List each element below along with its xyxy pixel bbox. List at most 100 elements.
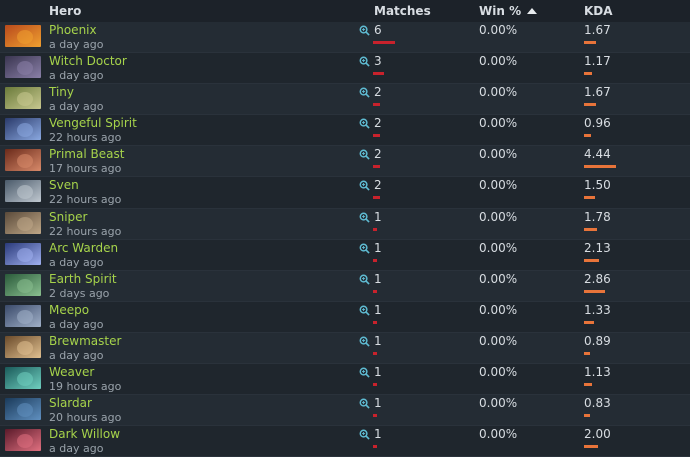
matches-bar xyxy=(373,196,380,200)
zoom-in-icon[interactable] xyxy=(359,398,370,409)
hero-portrait[interactable] xyxy=(5,335,41,358)
hero-portrait[interactable] xyxy=(5,211,41,234)
win-rate: 0.00% xyxy=(479,147,518,162)
zoom-in-icon[interactable] xyxy=(359,25,370,36)
kda-bar xyxy=(584,165,616,169)
hero-name-link[interactable]: Vengeful Spirit xyxy=(49,116,137,131)
hero-portrait[interactable] xyxy=(5,25,41,47)
kda-bar xyxy=(584,72,592,76)
zoom-in-icon[interactable] xyxy=(359,180,370,192)
zoom-in-icon[interactable] xyxy=(359,274,370,285)
matches-count: 1 xyxy=(374,302,382,317)
kda-bar xyxy=(584,414,590,418)
hero-name-link[interactable]: Brewmaster xyxy=(49,333,122,348)
last-played-time: 20 hours ago xyxy=(49,411,122,425)
table-row: Primal Beast 17 hours ago 2 0.00% 4.44 xyxy=(0,146,690,178)
hero-portrait[interactable] xyxy=(5,304,41,327)
zoom-in-icon[interactable] xyxy=(359,149,370,161)
hero-name-link[interactable]: Slardar xyxy=(49,396,92,411)
kda-bar xyxy=(584,258,599,262)
hero-portrait[interactable] xyxy=(5,273,41,296)
kda-value: 1.78 xyxy=(584,209,611,224)
hero-name-link[interactable]: Dark Willow xyxy=(49,427,121,442)
kda-bar xyxy=(584,383,592,387)
hero-portrait[interactable] xyxy=(5,429,41,452)
hero-name-link[interactable]: Weaver xyxy=(49,365,95,380)
kda-value: 1.13 xyxy=(584,365,611,380)
hero-name-link[interactable]: Arc Warden xyxy=(49,240,119,255)
win-rate: 0.00% xyxy=(479,302,518,317)
kda-bar xyxy=(584,41,596,44)
win-rate: 0.00% xyxy=(479,240,518,255)
kda-bar xyxy=(584,320,594,324)
hero-name-link[interactable]: Witch Doctor xyxy=(49,54,127,69)
kda-value: 4.44 xyxy=(584,147,611,162)
zoom-in-icon[interactable] xyxy=(359,118,370,129)
matches-bar xyxy=(373,258,377,262)
last-played-time: a day ago xyxy=(49,317,104,331)
kda-value: 0.96 xyxy=(584,116,611,131)
matches-bar xyxy=(373,445,377,449)
matches-count: 1 xyxy=(374,240,382,255)
matches-count: 1 xyxy=(374,333,382,348)
win-rate: 0.00% xyxy=(479,271,518,286)
matches-count: 2 xyxy=(374,116,382,131)
column-header-matches[interactable]: Matches xyxy=(374,4,431,18)
win-rate: 0.00% xyxy=(479,54,518,69)
column-header-win-label: Win % xyxy=(479,4,522,18)
hero-portrait[interactable] xyxy=(5,367,41,390)
kda-bar xyxy=(584,227,597,231)
kda-bar xyxy=(584,134,591,138)
matches-bar xyxy=(373,165,380,169)
matches-count: 1 xyxy=(374,365,382,380)
hero-name-link[interactable]: Sniper xyxy=(49,209,88,224)
zoom-in-icon[interactable] xyxy=(359,429,370,440)
zoom-in-icon[interactable] xyxy=(359,305,370,316)
matches-count: 6 xyxy=(374,23,382,37)
hero-portrait[interactable] xyxy=(5,56,41,79)
kda-bar xyxy=(584,289,605,293)
zoom-in-icon[interactable] xyxy=(359,336,370,347)
sort-ascending-icon xyxy=(527,8,538,14)
last-played-time: 22 hours ago xyxy=(49,131,122,145)
hero-name-link[interactable]: Primal Beast xyxy=(49,147,125,162)
zoom-in-icon[interactable] xyxy=(359,56,370,67)
kda-value: 0.89 xyxy=(584,333,611,348)
column-header-hero[interactable]: Hero xyxy=(49,4,82,18)
hero-name-link[interactable]: Earth Spirit xyxy=(49,271,117,286)
table-row: Brewmaster a day ago 1 0.00% 0.89 xyxy=(0,332,690,365)
zoom-in-icon[interactable] xyxy=(359,243,370,254)
kda-value: 1.67 xyxy=(584,23,611,37)
table-row: Vengeful Spirit 22 hours ago 2 0.00% 0.9… xyxy=(0,115,690,147)
zoom-in-icon[interactable] xyxy=(359,87,370,98)
hero-portrait[interactable] xyxy=(5,180,41,203)
hero-portrait[interactable] xyxy=(5,118,41,141)
matches-count: 1 xyxy=(374,396,382,411)
matches-bar xyxy=(373,351,377,355)
kda-bar xyxy=(584,196,595,200)
win-rate: 0.00% xyxy=(479,23,518,37)
last-played-time: a day ago xyxy=(49,69,104,83)
column-header-kda[interactable]: KDA xyxy=(584,4,613,18)
hero-portrait[interactable] xyxy=(5,398,41,421)
hero-name-link[interactable]: Tiny xyxy=(49,85,75,100)
hero-portrait[interactable] xyxy=(5,242,41,265)
hero-portrait[interactable] xyxy=(5,149,41,172)
win-rate: 0.00% xyxy=(479,85,518,100)
win-rate: 0.00% xyxy=(479,178,518,193)
win-rate: 0.00% xyxy=(479,427,518,442)
hero-name-link[interactable]: Phoenix xyxy=(49,23,97,37)
zoom-in-icon[interactable] xyxy=(359,212,370,223)
hero-portrait[interactable] xyxy=(5,87,41,110)
win-rate: 0.00% xyxy=(479,365,518,380)
column-header-win[interactable]: Win % xyxy=(479,4,538,18)
hero-name-link[interactable]: Meepo xyxy=(49,302,90,317)
hero-name-link[interactable]: Sven xyxy=(49,178,79,193)
table-row: Earth Spirit 2 days ago 1 0.00% 2.86 xyxy=(0,270,690,302)
win-rate: 0.00% xyxy=(479,396,518,411)
matches-count: 1 xyxy=(374,209,382,224)
zoom-in-icon[interactable] xyxy=(359,367,370,378)
matches-count: 3 xyxy=(374,54,382,69)
kda-value: 2.00 xyxy=(584,427,611,442)
matches-count: 2 xyxy=(374,147,382,162)
